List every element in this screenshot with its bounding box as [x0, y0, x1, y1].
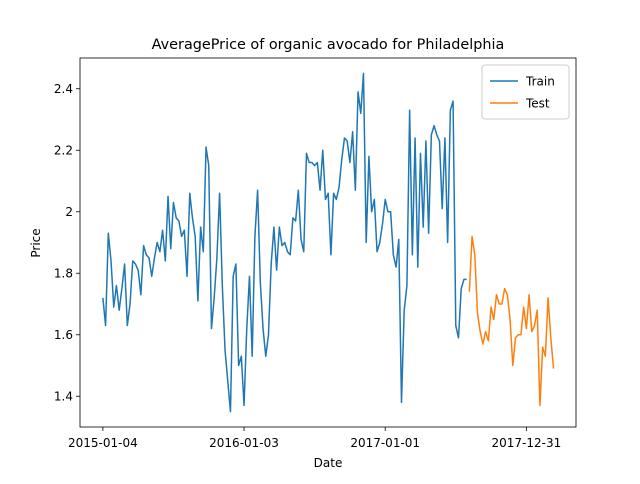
- x-tick-label: 2015-01-04: [68, 436, 138, 450]
- legend-label: Test: [525, 97, 550, 111]
- x-tick-label: 2017-01-01: [350, 436, 420, 450]
- line-series: [102, 72, 467, 413]
- axes-frame: [79, 57, 577, 428]
- chart-title: AveragePrice of organic avocado for Phil…: [152, 37, 505, 53]
- legend-frame: [481, 64, 570, 120]
- legend-label: Train: [525, 75, 555, 89]
- y-tick-label: 1.4: [54, 389, 73, 403]
- y-tick-label: 2.4: [54, 82, 73, 96]
- x-tick-label: 2016-01-03: [209, 436, 279, 450]
- line-series: [468, 235, 555, 407]
- y-axis-label: Price: [29, 228, 43, 257]
- y-tick-label: 2.2: [54, 143, 73, 157]
- y-tick-label: 2: [65, 205, 73, 219]
- y-tick-label: 1.8: [54, 266, 73, 280]
- legend: Train Test: [481, 64, 570, 120]
- x-tick-label: 2017-12-31: [491, 436, 561, 450]
- y-tick-label: 1.6: [54, 328, 73, 342]
- x-axis-label: Date: [314, 456, 343, 470]
